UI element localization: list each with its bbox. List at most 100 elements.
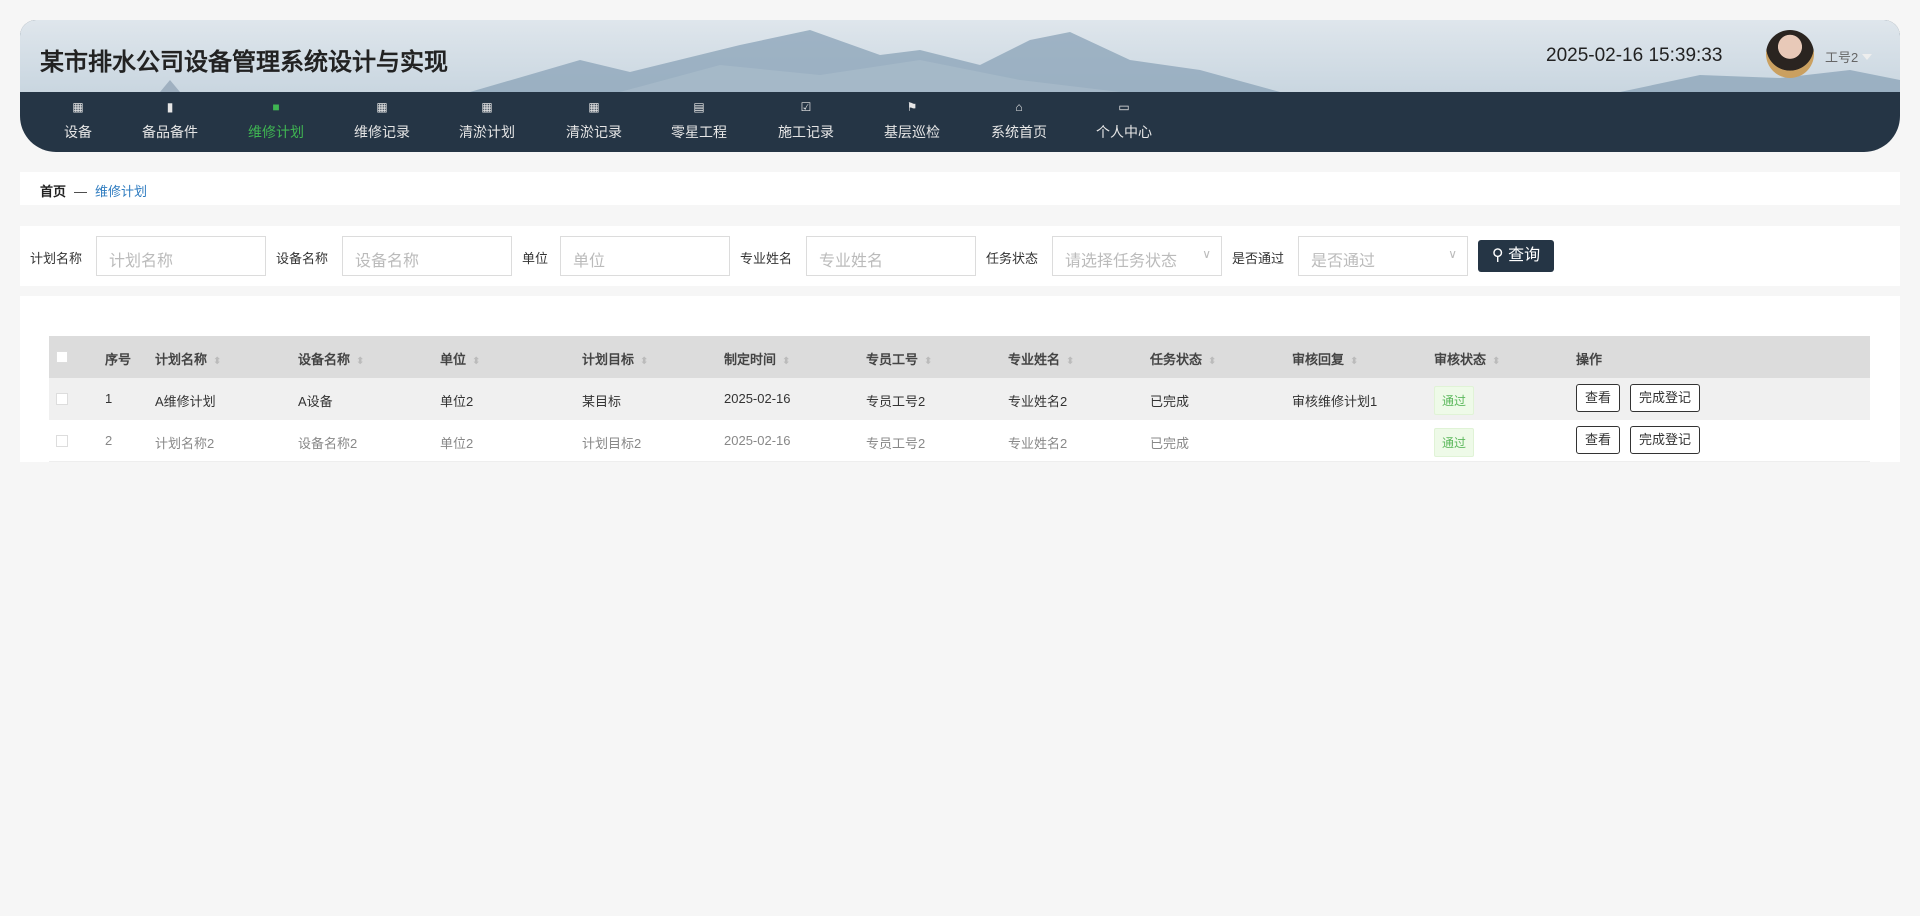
search-icon: ⚲ <box>1491 247 1504 264</box>
unit-input[interactable]: 单位 <box>560 236 730 276</box>
column-header[interactable]: 计划名称 ⬍ <box>155 349 221 368</box>
nav-item-label: 系统首页 <box>991 124 1047 140</box>
nav-item[interactable]: ▭ 个人中心 <box>1074 92 1174 152</box>
nav-item[interactable]: ▦ 维修记录 <box>332 92 432 152</box>
nav-item[interactable]: ☑ 施工记录 <box>756 92 856 152</box>
nav-item-label: 零星工程 <box>671 124 727 140</box>
column-header[interactable]: 制定时间 ⬍ <box>724 349 790 368</box>
table-cell: 审核维修计划1 <box>1292 394 1378 409</box>
unit-label: 单位 <box>522 251 549 266</box>
sort-icon[interactable]: ⬍ <box>213 356 222 367</box>
row-checkbox[interactable] <box>56 435 68 447</box>
grid-icon: ▦ <box>588 100 600 114</box>
column-header[interactable]: 任务状态 ⬍ <box>1150 349 1216 368</box>
breadcrumb-home[interactable]: 首页 <box>40 184 67 199</box>
column-header[interactable]: 专员工号 ⬍ <box>866 349 932 368</box>
clipboard-check-icon: ☑ <box>800 100 812 114</box>
column-header-label: 任务状态 <box>1150 352 1203 367</box>
nav-item[interactable]: ▦ 清淤计划 <box>437 92 537 152</box>
table-cell: 2025-02-16 <box>724 433 791 448</box>
table-cell: 1 <box>105 391 113 406</box>
table-cell: 专业姓名2 <box>1008 436 1068 451</box>
row-checkbox[interactable] <box>56 393 68 405</box>
plan-name-input[interactable]: 计划名称 <box>96 236 266 276</box>
sort-icon[interactable]: ⬍ <box>924 356 933 367</box>
search-button-label: 查询 <box>1508 247 1541 264</box>
specialist-name-input[interactable]: 专业姓名 <box>806 236 976 276</box>
nav-item-label: 清淤计划 <box>459 124 515 140</box>
sort-icon[interactable]: ⬍ <box>782 356 791 367</box>
table-cell: 2025-02-16 <box>724 391 791 406</box>
chevron-down-icon: ∨ <box>1448 247 1457 261</box>
main-nav: ▦ 设备 ▮ 备品备件 ■ 维修计划 ▦ 维修记录 ▦ 清淤计划 ▦ 清淤记录 ▤ 零星工程 ☑ 施工记录 ⚑ 基… <box>20 92 1900 152</box>
view-button[interactable]: 查看 <box>1576 384 1621 412</box>
status-badge: 通过 <box>1434 386 1475 415</box>
column-header[interactable]: 计划目标 ⬍ <box>582 349 648 368</box>
passed-select[interactable]: 是否通过 ∨ <box>1298 236 1468 276</box>
book-icon: ▮ <box>166 100 174 114</box>
passed-label: 是否通过 <box>1232 251 1285 266</box>
grid-icon: ▦ <box>376 100 388 114</box>
breadcrumb-current[interactable]: 维修计划 <box>95 184 148 199</box>
column-header: 操作 <box>1576 349 1602 368</box>
select-all-checkbox[interactable] <box>56 351 68 363</box>
table-cell: 某目标 <box>582 394 622 409</box>
nav-item[interactable]: ▦ 清淤记录 <box>544 92 644 152</box>
nav-item[interactable]: ⌂ 系统首页 <box>969 92 1069 152</box>
table-cell: 计划名称2 <box>155 436 215 451</box>
sort-icon[interactable]: ⬍ <box>356 356 365 367</box>
column-header-label: 计划名称 <box>155 352 208 367</box>
sort-icon[interactable]: ⬍ <box>1492 356 1501 367</box>
column-header-label: 设备名称 <box>298 352 351 367</box>
task-status-select[interactable]: 请选择任务状态 ∨ <box>1052 236 1222 276</box>
column-header-label: 专业姓名 <box>1008 352 1061 367</box>
column-header[interactable]: 专业姓名 ⬍ <box>1008 349 1074 368</box>
chevron-down-icon: ∨ <box>1202 247 1211 261</box>
search-button[interactable]: ⚲ 查询 <box>1478 240 1554 272</box>
column-header-label: 操作 <box>1576 352 1603 367</box>
nav-item-label: 维修计划 <box>248 124 304 140</box>
sort-icon[interactable]: ⬍ <box>1350 356 1359 367</box>
nav-item[interactable]: ⚑ 基层巡检 <box>862 92 962 152</box>
sort-icon[interactable]: ⬍ <box>472 356 481 367</box>
username: 工号2 <box>1825 50 1859 65</box>
user-menu[interactable]: 工号2 <box>1825 47 1873 66</box>
table-cell: 单位2 <box>440 394 474 409</box>
table-cell: 计划目标2 <box>582 436 642 451</box>
table-cell: A维修计划 <box>155 394 216 409</box>
column-header[interactable]: 审核回复 ⬍ <box>1292 349 1358 368</box>
datetime: 2025-02-16 15:39:33 <box>1546 45 1723 66</box>
caret-down-icon <box>1862 54 1873 65</box>
briefcase-icon: ■ <box>272 100 280 114</box>
nav-item[interactable]: ▤ 零星工程 <box>649 92 749 152</box>
nav-item[interactable]: ■ 维修计划 <box>226 92 326 152</box>
nav-item[interactable]: ▮ 备品备件 <box>120 92 220 152</box>
mountain-illustration <box>160 30 1900 92</box>
grid-icon: ▦ <box>481 100 493 114</box>
complete-register-button[interactable]: 完成登记 <box>1630 426 1701 454</box>
column-header[interactable]: 单位 ⬍ <box>440 349 480 368</box>
table-cell: 已完成 <box>1150 436 1190 451</box>
device-name-input[interactable]: 设备名称 <box>342 236 512 276</box>
column-header-label: 单位 <box>440 352 467 367</box>
nav-item-label: 施工记录 <box>778 124 834 140</box>
avatar[interactable] <box>1766 30 1814 78</box>
grid-icon: ▦ <box>72 100 84 114</box>
column-header-label: 审核状态 <box>1434 352 1487 367</box>
app-header: 某市排水公司设备管理系统设计与实现 2025-02-16 15:39:33 工号… <box>20 20 1900 152</box>
column-header[interactable]: 设备名称 ⬍ <box>298 349 364 368</box>
task-status-label: 任务状态 <box>986 251 1039 266</box>
table-cell: 2 <box>105 433 113 448</box>
sort-icon[interactable]: ⬍ <box>640 356 649 367</box>
complete-register-button[interactable]: 完成登记 <box>1630 384 1701 412</box>
nav-item-label: 基层巡检 <box>884 124 940 140</box>
breadcrumb-separator: — <box>74 184 88 199</box>
sort-icon[interactable]: ⬍ <box>1208 356 1217 367</box>
nav-item[interactable]: ▦ 设备 <box>28 92 128 152</box>
device-name-label: 设备名称 <box>276 251 329 266</box>
view-button[interactable]: 查看 <box>1576 426 1621 454</box>
column-header[interactable]: 审核状态 ⬍ <box>1434 349 1500 368</box>
sort-icon[interactable]: ⬍ <box>1066 356 1075 367</box>
task-status-placeholder: 请选择任务状态 <box>1065 253 1178 270</box>
passed-placeholder: 是否通过 <box>1311 253 1376 270</box>
